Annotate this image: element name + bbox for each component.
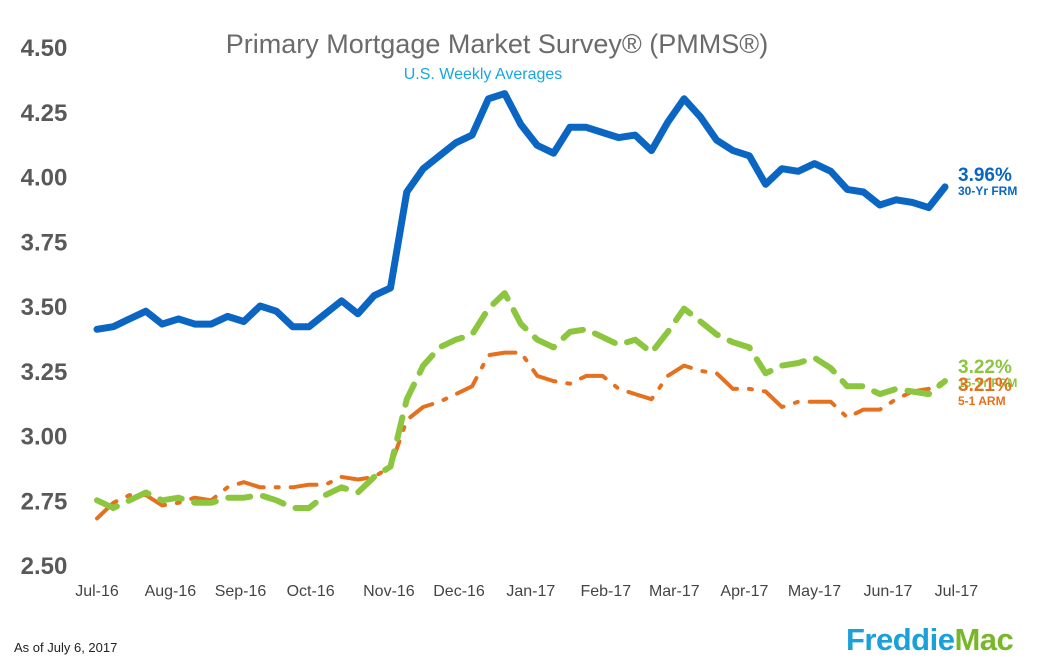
series-line-30-yr-frm — [93, 90, 949, 333]
y-tick-label: 3.50 — [21, 294, 68, 321]
y-tick-label: 4.25 — [21, 100, 68, 127]
series-line-15-yr-frm — [94, 290, 948, 511]
y-tick-label: 3.00 — [21, 424, 68, 451]
x-tick-label: Jul-16 — [75, 583, 119, 600]
end-name-15-yr-frm: 15-Yr FRM — [958, 376, 1017, 390]
as-of-note: As of July 6, 2017 — [14, 640, 118, 655]
x-tick-label: Mar-17 — [649, 583, 700, 600]
end-value-15-yr-frm: 3.22% — [958, 357, 1012, 378]
x-tick-label: Oct-16 — [287, 583, 335, 600]
y-tick-label: 4.50 — [21, 35, 68, 62]
end-name-5-1-arm: 5-1 ARM — [958, 394, 1006, 408]
y-tick-label: 2.50 — [21, 553, 68, 580]
x-tick-label: Feb-17 — [580, 583, 631, 600]
series-lines — [93, 90, 949, 521]
y-tick-label: 2.75 — [21, 488, 68, 515]
x-tick-label: Nov-16 — [363, 583, 415, 600]
y-axis-ticks: 4.50 4.25 4.00 3.75 3.50 3.25 3.00 2.75 2.50 — [21, 35, 68, 580]
y-tick-label: 3.25 — [21, 359, 68, 386]
x-tick-label: Aug-16 — [145, 583, 197, 600]
y-tick-label: 3.75 — [21, 229, 68, 256]
end-name-30-yr-frm: 30-Yr FRM — [958, 184, 1017, 198]
x-axis-ticks: Jul-16 Aug-16 Sep-16 Oct-16 Nov-16 Dec-16 Jan-… — [75, 583, 978, 600]
chart-title: Primary Mortgage Market Survey® (PMMS®) — [226, 29, 768, 59]
x-tick-label: Dec-16 — [433, 583, 485, 600]
series-line-5-1-arm — [95, 350, 947, 521]
pmms-line-chart: Primary Mortgage Market Survey® (PMMS®) … — [21, 29, 1018, 600]
y-tick-label: 4.00 — [21, 165, 68, 192]
freddie-mac-logo: FreddieMac — [846, 622, 1014, 658]
x-tick-label: Jan-17 — [506, 583, 555, 600]
chart-subtitle: U.S. Weekly Averages — [404, 66, 563, 83]
end-value-30-yr-frm: 3.96% — [958, 165, 1012, 186]
x-tick-label: May-17 — [788, 583, 841, 600]
x-tick-label: Sep-16 — [215, 583, 267, 600]
logo-word-freddie: Freddie — [846, 622, 955, 657]
logo-word-mac: Mac — [954, 622, 1014, 657]
end-value-5-1-arm: 3.21% — [958, 375, 1012, 396]
x-tick-label: Jun-17 — [863, 583, 912, 600]
x-tick-label: Apr-17 — [720, 583, 768, 600]
x-tick-label: Jul-17 — [935, 583, 979, 600]
